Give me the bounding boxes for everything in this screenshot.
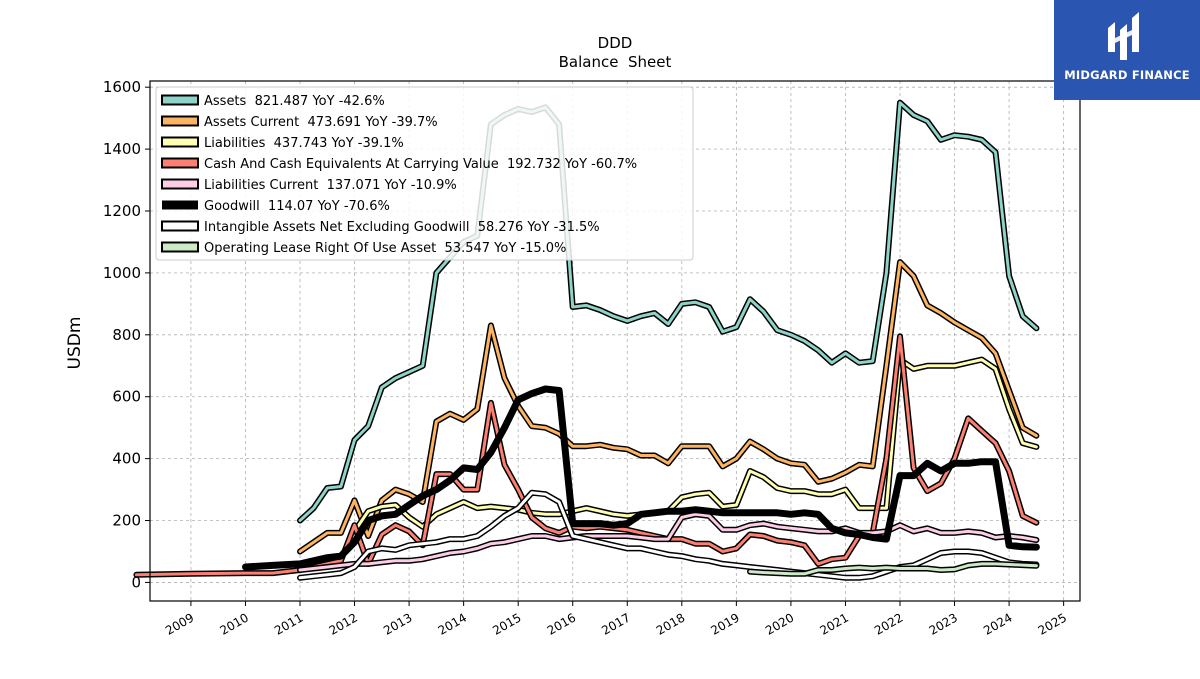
y-axis-label: USDm (65, 317, 85, 370)
legend-swatch (161, 220, 199, 232)
legend-label: Liabilities Current 137.071 YoY -10.9% (204, 178, 457, 193)
y-tick-label: 600 (112, 388, 141, 406)
legend-label: Intangible Assets Net Excluding Goodwill… (204, 220, 600, 235)
y-tick-label: 200 (112, 512, 141, 530)
series-layer (133, 99, 1040, 581)
chart-subtitle: Balance Sheet (559, 53, 672, 71)
y-tick-label: 800 (112, 326, 141, 344)
series-line-1 (298, 260, 1038, 553)
y-tick-label: 0 (131, 573, 141, 591)
legend-swatch (161, 157, 199, 169)
x-tick-label: 2016 (545, 610, 578, 637)
x-tick-label: 2018 (654, 610, 687, 637)
y-tick-label: 1600 (103, 78, 141, 96)
x-tick-label: 2012 (327, 610, 360, 637)
chart-title: DDD (598, 34, 633, 52)
y-tick-label: 1200 (103, 202, 141, 220)
x-tick-label: 2009 (163, 610, 196, 637)
legend-swatch (161, 115, 199, 127)
series-line-6 (298, 491, 1038, 580)
series-line-4 (298, 512, 1038, 572)
legend-swatch (161, 178, 199, 190)
brand-logo: MIDGARD FINANCE (1054, 0, 1200, 100)
x-tick-label: 2020 (763, 610, 796, 637)
x-tick-label: 2014 (436, 610, 469, 637)
y-axis: 0 200 400 600 800 1000 1200 1400 1600 (103, 78, 150, 591)
legend-box (155, 86, 694, 261)
plot-frame (149, 80, 1081, 602)
legend: Assets 821.487 YoY -42.6% Assets Current … (155, 86, 694, 261)
x-tick-label: 2024 (981, 610, 1014, 637)
legend-label: Goodwill 114.07 YoY -70.6% (204, 199, 390, 214)
legend-label: Assets 821.487 YoY -42.6% (204, 94, 385, 109)
y-tick-label: 1400 (103, 140, 141, 158)
legend-label: Liabilities 437.743 YoY -39.1% (204, 136, 404, 151)
series-line-5 (242, 385, 1040, 571)
y-tick-label: 400 (112, 450, 141, 468)
x-axis: 2009 2010 2011 2012 2013 2014 2015 2016 2017 2018… (163, 601, 1069, 638)
series-line-3 (134, 334, 1038, 577)
x-tick-label: 2015 (490, 610, 523, 637)
legend-label: Operating Lease Right Of Use Asset 53.54… (204, 241, 566, 256)
legend-swatch (161, 94, 199, 106)
x-tick-label: 2013 (381, 610, 414, 637)
legend-label: Assets Current 473.691 YoY -39.7% (204, 115, 438, 130)
x-tick-label: 2021 (818, 610, 851, 637)
legend-swatch (161, 241, 199, 253)
x-tick-label: 2025 (1036, 610, 1069, 637)
series-line-7 (748, 562, 1038, 576)
x-tick-label: 2017 (599, 610, 632, 637)
series-line-2 (353, 358, 1038, 533)
y-tick-label: 1000 (103, 264, 141, 282)
brand-name: MIDGARD FINANCE (1064, 68, 1190, 82)
brand-mark-icon (1108, 12, 1139, 60)
x-tick-label: 2022 (872, 610, 905, 637)
x-tick-label: 2010 (218, 610, 251, 637)
legend-swatch (161, 136, 199, 148)
x-tick-label: 2023 (927, 610, 960, 637)
x-tick-label: 2011 (272, 610, 305, 637)
series-line-0 (298, 101, 1038, 522)
x-tick-label: 2019 (708, 610, 741, 637)
legend-swatch (162, 200, 198, 210)
legend-label: Cash And Cash Equivalents At Carrying Va… (204, 157, 637, 172)
